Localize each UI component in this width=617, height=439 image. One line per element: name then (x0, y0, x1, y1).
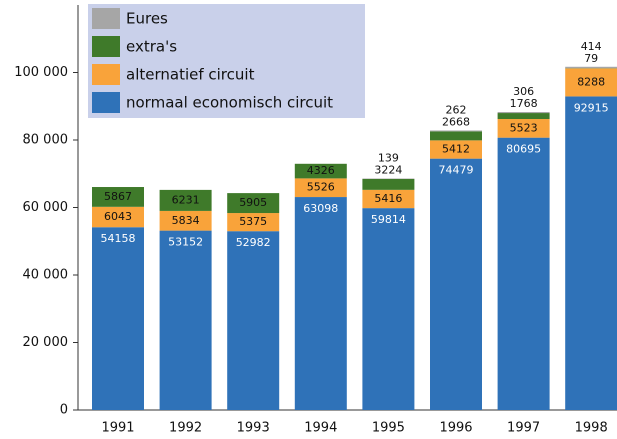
bar-segment (497, 113, 550, 120)
data-label: 4326 (307, 164, 335, 177)
data-label: 5412 (442, 143, 470, 156)
bar-segment (430, 131, 482, 141)
bar-segment (565, 68, 617, 97)
y-tick-label: 60 000 (23, 200, 69, 215)
data-label: 74479 (439, 164, 474, 177)
legend-label: alternatief circuit (126, 66, 255, 84)
legend-swatch (92, 64, 120, 85)
data-label: 414 (581, 40, 602, 53)
y-tick-label: 100 000 (14, 65, 68, 80)
data-label: 92915 (574, 101, 609, 114)
bar-segment (294, 197, 347, 410)
legend-box (88, 4, 365, 118)
bar-segment (362, 189, 415, 209)
data-label: 80695 (506, 143, 541, 156)
data-label: 139 (378, 151, 399, 164)
data-label: 5375 (239, 215, 267, 228)
legend-swatch (92, 8, 120, 29)
x-tick-label: 1993 (237, 421, 270, 436)
bar-segment (227, 231, 280, 410)
data-label: 6231 (172, 193, 200, 206)
bar-segment (497, 119, 550, 138)
data-label: 5526 (307, 181, 335, 194)
data-label: 1768 (510, 97, 538, 110)
data-label: 52982 (236, 236, 271, 249)
data-label: 8288 (577, 75, 605, 88)
data-label: 306 (513, 85, 534, 98)
legend-label: extra's (126, 38, 177, 56)
y-tick-label: 40 000 (23, 268, 69, 283)
data-label: 5834 (172, 214, 200, 227)
bar-segment (430, 130, 482, 132)
y-tick-label: 0 (60, 403, 68, 418)
bar-segment (227, 213, 280, 232)
bar-segment (362, 178, 415, 190)
bar-segment (294, 163, 347, 179)
x-tick-label: 1996 (439, 421, 472, 436)
data-label: 54158 (101, 232, 136, 245)
data-label: 5905 (239, 196, 267, 209)
x-tick-label: 1998 (575, 421, 608, 436)
x-tick-label: 1991 (101, 421, 134, 436)
bar-segment (92, 227, 144, 410)
x-tick-label: 1997 (507, 421, 540, 436)
y-tick-label: 80 000 (23, 133, 69, 148)
bar-segment (565, 66, 617, 69)
data-label: 3224 (374, 163, 402, 176)
bar-segment (430, 140, 482, 159)
legend-swatch (92, 92, 120, 113)
bar-segment (294, 178, 347, 198)
bar-segment (92, 187, 144, 207)
data-label: 53152 (168, 236, 203, 249)
data-label: 79 (584, 52, 598, 65)
data-label: 2668 (442, 115, 470, 128)
bar-segment (159, 210, 212, 231)
x-tick-label: 1994 (304, 421, 337, 436)
bar-segment (497, 112, 550, 114)
bar-segment (227, 193, 280, 214)
bar-segment (565, 96, 617, 411)
data-label: 5416 (374, 192, 402, 205)
legend-swatch (92, 36, 120, 57)
bar-segment (430, 158, 482, 410)
data-label: 59814 (371, 213, 406, 226)
bar-segment (159, 189, 212, 211)
bar-segment (497, 137, 550, 411)
legend-label: normaal economisch circuit (126, 94, 333, 112)
data-label: 6043 (104, 210, 132, 223)
x-tick-label: 1992 (169, 421, 202, 436)
bar-segment (92, 206, 144, 228)
y-tick-label: 20 000 (23, 335, 69, 350)
x-tick-label: 1995 (372, 421, 405, 436)
legend-label: Eures (126, 10, 168, 28)
data-label: 262 (446, 103, 467, 116)
bar-segment (362, 208, 415, 410)
data-label: 5523 (510, 121, 538, 134)
bar-segment (159, 230, 212, 410)
data-label: 5867 (104, 190, 132, 203)
data-label: 63098 (303, 202, 338, 215)
